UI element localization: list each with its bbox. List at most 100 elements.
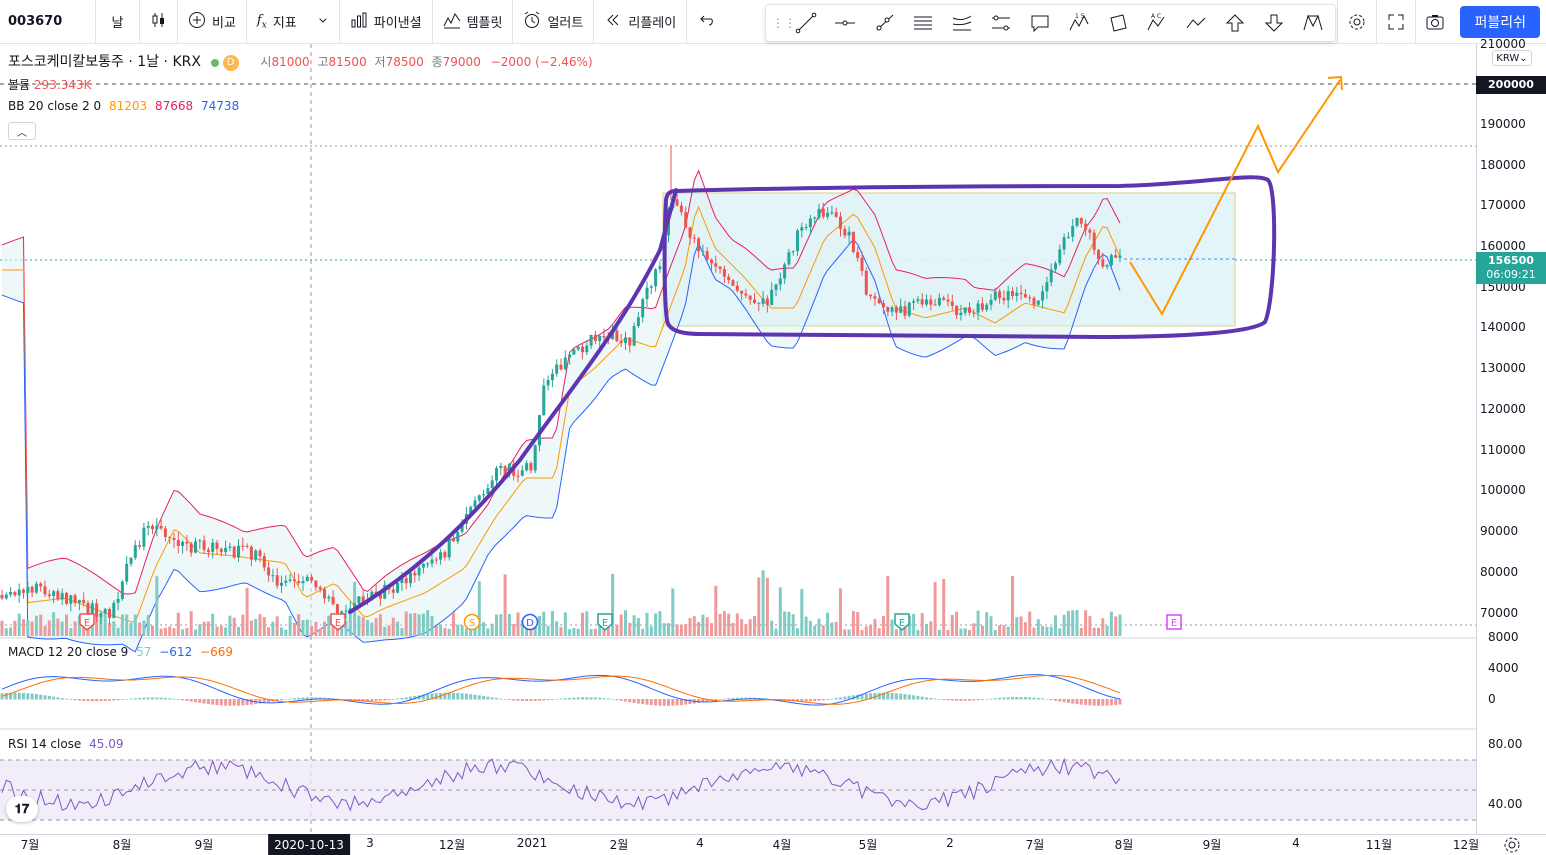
arrow-down-icon[interactable] [1254,5,1293,41]
uptrend-curve-drawing[interactable] [348,188,678,614]
volume-bar [396,621,400,636]
templates-button[interactable]: 템플릿 [433,0,514,44]
bb-key[interactable]: BB 20 close 2 0 [8,99,102,113]
tradingview-logo[interactable]: 𝟏𝟕 [6,796,38,822]
rsi-legend: RSI 14 close 45.09 [8,737,124,751]
time-axis[interactable] [0,834,1546,855]
bb-fill [2,170,1120,652]
candle-body [60,592,64,600]
event-marker[interactable]: D [521,613,539,631]
undo-button[interactable] [687,0,725,44]
candle-body [99,613,103,617]
volume-bar [172,628,176,636]
chevron-down-icon[interactable] [317,14,329,30]
event-marker[interactable]: E [330,613,346,631]
volume-bar [43,626,47,636]
gear-icon[interactable] [1502,835,1522,855]
candle-body [1109,255,1113,266]
macd-histogram-bar [116,699,120,701]
event-marker[interactable]: E [597,613,613,631]
volume-bar [452,612,455,636]
volume-bar [839,588,842,636]
currency-selector[interactable]: KRW ⌄ [1492,50,1532,66]
candle-body [116,598,120,603]
macd-histogram-bar [288,698,292,700]
macd-histogram-bar [460,693,464,700]
macd-histogram-bar [856,694,860,700]
delayed-badge[interactable]: D [222,54,239,71]
volume-legend: 볼륨 293.343K [8,76,91,93]
volume-bar [1054,615,1057,636]
volume-bar [886,575,890,636]
macd-histogram-bar [370,699,374,702]
macd-key[interactable]: MACD 12 20 close 9 [8,645,129,659]
macd-histogram-bar [740,697,744,700]
consolidation-box-drawing[interactable] [662,175,1277,340]
elliott-icon[interactable]: 1 5 [1059,5,1098,41]
macd-histogram-bar [232,699,236,706]
macd-tick: 8000 [1488,630,1519,644]
volume-bar [593,628,597,636]
rotated-rect-icon[interactable] [1098,5,1137,41]
macd-histogram-bar [516,699,520,701]
event-marker[interactable]: S [463,613,481,631]
candle-body [357,596,361,604]
horizontal-line-icon[interactable] [825,5,864,41]
volume-bar [1062,614,1066,636]
candle-body [821,208,825,217]
event-marker[interactable]: E [79,613,95,631]
candle-body [843,228,847,236]
arrow-up-icon[interactable] [1215,5,1254,41]
macd-histogram-bar [17,692,21,700]
series-name[interactable]: 포스코케미칼보통주 [8,54,124,70]
price-tick: 70000 [1480,606,1519,620]
volume-bar [1058,628,1062,636]
projection-path-drawing[interactable] [1129,79,1341,317]
candle-body [963,307,967,313]
rsi-key[interactable]: RSI 14 close [8,737,82,751]
range-icon[interactable] [981,5,1020,41]
interval-button[interactable]: 날 [96,0,140,44]
candle-body [262,556,266,568]
callout-icon[interactable] [1020,5,1059,41]
volume-bar [155,576,159,636]
symbol-search-button[interactable]: 003670 [0,0,96,44]
collapse-legend-button[interactable]: ︿ [8,122,36,140]
chart-type-button[interactable] [140,0,178,44]
ray-icon[interactable] [864,5,903,41]
financials-button[interactable]: 파이낸셜 [340,0,433,44]
bb-legend: BB 20 close 2 0 81203 87668 74738 [8,99,239,113]
publish-button[interactable]: 퍼블리쉬 [1460,6,1540,38]
candle-body [576,346,580,350]
alert-button[interactable]: 얼러트 [513,0,595,44]
drag-handle-icon[interactable]: ⋮⋮ [772,16,796,30]
price-axis[interactable] [1476,44,1546,834]
chart-plot-area[interactable]: E E S D E E E [0,44,1476,834]
replay-button[interactable]: 리플레이 [594,0,688,44]
pattern-icon[interactable] [1293,5,1332,41]
volume-bar [17,613,21,636]
trend-line-icon[interactable] [786,5,825,41]
volume-key[interactable]: 볼륨 [8,78,31,92]
volume-bar [942,578,946,636]
abcd-icon[interactable]: A C [1137,5,1176,41]
path-icon[interactable] [1176,5,1215,41]
candle-body [305,576,309,582]
volume-bar [361,617,365,636]
compare-button[interactable]: 비교 [178,0,247,44]
parallel-channel-icon[interactable] [903,5,942,41]
macd-histogram-bar [13,692,17,700]
volume-bar [447,628,451,636]
fib-icon[interactable] [942,5,981,41]
macd-histogram-bar [980,699,984,700]
camera-icon[interactable] [1415,0,1454,44]
fullscreen-icon[interactable] [1376,0,1415,44]
gear-icon[interactable] [1337,0,1376,44]
volume-bar [890,619,894,636]
indicators-button[interactable]: fx 지표 [247,0,340,44]
event-marker[interactable]: E [1166,614,1182,630]
volume-bar [740,619,744,636]
event-marker[interactable]: E [894,613,910,631]
